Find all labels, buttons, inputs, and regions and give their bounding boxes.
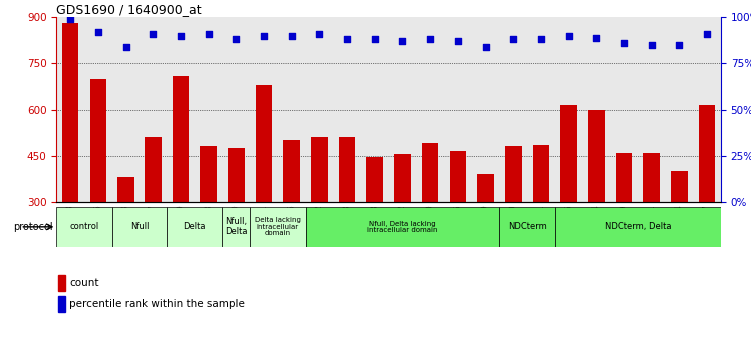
Bar [62, 23, 79, 294]
Bar [56, 17, 84, 202]
Bar [478, 174, 494, 294]
Point [341, 37, 353, 42]
Bar [339, 137, 355, 294]
Point [203, 31, 215, 37]
Bar [333, 17, 361, 202]
Point [119, 44, 131, 50]
Bar [112, 17, 140, 202]
Bar [389, 17, 416, 202]
Point [147, 31, 159, 37]
Text: Nfull: Nfull [130, 222, 149, 231]
Bar [112, 207, 167, 247]
Point [369, 37, 381, 42]
Text: Nfull, Delta lacking
intracellular domain: Nfull, Delta lacking intracellular domai… [367, 220, 438, 233]
Bar [84, 17, 112, 202]
Point [424, 37, 436, 42]
Bar [499, 207, 555, 247]
Bar [56, 207, 112, 247]
Bar [693, 17, 721, 202]
Bar [173, 76, 189, 294]
Bar [394, 154, 411, 294]
Text: Delta lacking
intracellular
domain: Delta lacking intracellular domain [255, 217, 301, 236]
Bar [58, 296, 65, 312]
Bar [306, 17, 333, 202]
Bar [616, 152, 632, 294]
Point [175, 33, 187, 38]
Bar [167, 207, 222, 247]
Point [507, 37, 519, 42]
Point [535, 37, 547, 42]
Bar [145, 137, 161, 294]
Point [480, 44, 492, 50]
Text: GDS1690 / 1640900_at: GDS1690 / 1640900_at [56, 3, 202, 16]
Bar [195, 17, 222, 202]
Bar [58, 275, 65, 290]
Bar [89, 79, 106, 294]
Bar [665, 17, 693, 202]
Text: Delta: Delta [183, 222, 206, 231]
Bar [250, 207, 306, 247]
Text: NDCterm, Delta: NDCterm, Delta [605, 222, 671, 231]
Text: count: count [69, 278, 98, 287]
Bar [638, 17, 665, 202]
Text: control: control [69, 222, 98, 231]
Bar [583, 17, 610, 202]
Bar [140, 17, 167, 202]
Point [313, 31, 325, 37]
Bar [527, 17, 555, 202]
Bar [499, 17, 527, 202]
Bar [444, 17, 472, 202]
Bar [311, 137, 327, 294]
Point [92, 29, 104, 35]
Bar [222, 207, 250, 247]
Point [258, 33, 270, 38]
Bar [201, 146, 217, 294]
Point [562, 33, 575, 38]
Point [231, 37, 243, 42]
Bar [361, 17, 389, 202]
Bar [588, 110, 605, 294]
Bar [505, 146, 521, 294]
Bar [555, 17, 583, 202]
Point [590, 35, 602, 40]
Bar [306, 207, 499, 247]
Point [701, 31, 713, 37]
Text: protocol: protocol [13, 222, 53, 232]
Bar [560, 105, 577, 294]
Bar [250, 17, 278, 202]
Point [64, 16, 76, 22]
Bar [671, 171, 688, 294]
Bar [422, 144, 439, 294]
Bar [416, 17, 444, 202]
Text: Nfull,
Delta: Nfull, Delta [225, 217, 248, 236]
Point [674, 42, 686, 48]
Bar [450, 151, 466, 294]
Bar [117, 177, 134, 294]
Text: NDCterm: NDCterm [508, 222, 547, 231]
Point [285, 33, 297, 38]
Bar [532, 145, 549, 294]
Bar [610, 17, 638, 202]
Bar [698, 105, 716, 294]
Bar [255, 85, 273, 294]
Point [397, 39, 409, 44]
Bar [366, 157, 383, 294]
Point [618, 40, 630, 46]
Text: percentile rank within the sample: percentile rank within the sample [69, 299, 245, 309]
Bar [228, 148, 245, 294]
Bar [283, 140, 300, 294]
Bar [644, 152, 660, 294]
Bar [222, 17, 250, 202]
Bar [555, 207, 721, 247]
Bar [167, 17, 195, 202]
Point [452, 39, 464, 44]
Point [646, 42, 658, 48]
Bar [278, 17, 306, 202]
Bar [472, 17, 499, 202]
